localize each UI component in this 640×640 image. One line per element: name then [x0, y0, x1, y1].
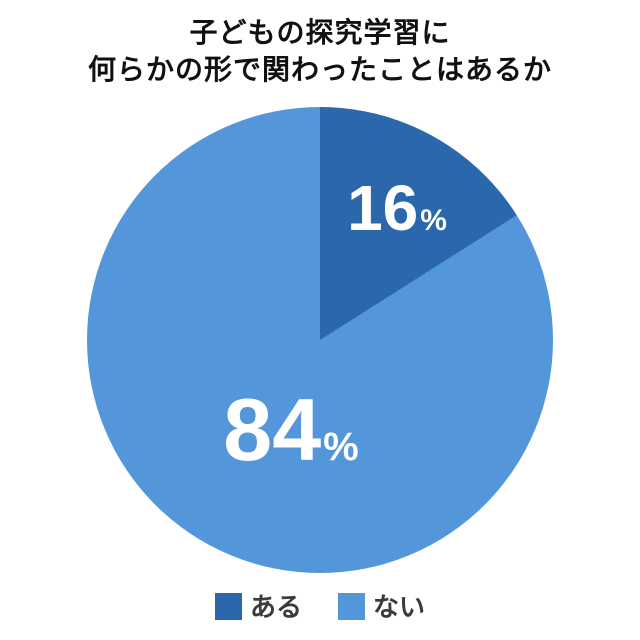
- chart-title-line1: 子どもの探究学習に: [189, 17, 451, 48]
- chart-title: 子どもの探究学習に 何らかの形で関わったことはあるか: [0, 14, 640, 88]
- slice-value-nai: 84: [223, 380, 322, 479]
- legend-label-nai: ない: [373, 591, 426, 622]
- legend-label-aru: ある: [249, 591, 302, 622]
- slice-unit-nai: %: [323, 425, 359, 469]
- legend-item-aru: ある: [214, 591, 302, 622]
- pie-chart: [87, 107, 553, 573]
- legend: ある ない: [0, 593, 640, 620]
- chart-title-line2: 何らかの形で関わったことはあるか: [87, 54, 552, 85]
- slice-value-aru: 16: [347, 172, 419, 244]
- legend-item-nai: ない: [338, 593, 425, 620]
- slice-data-label-nai: 84%: [223, 386, 358, 474]
- slice-unit-aru: %: [420, 204, 447, 237]
- legend-swatch-aru: [214, 593, 242, 620]
- legend-swatch-nai: [338, 593, 365, 620]
- slice-data-label-aru: 16%: [347, 176, 447, 240]
